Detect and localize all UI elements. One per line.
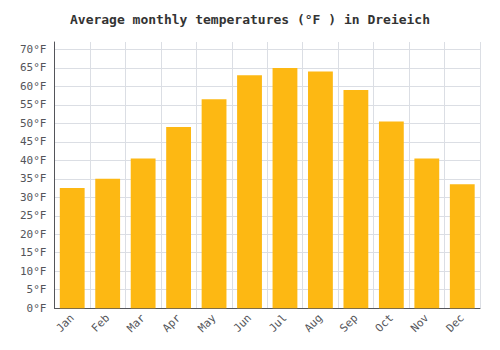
svg-text:Jul: Jul [266, 312, 289, 335]
svg-text:Jan: Jan [54, 312, 77, 335]
svg-text:0°F: 0°F [27, 302, 47, 315]
svg-text:Apr: Apr [160, 311, 183, 334]
svg-text:65°F: 65°F [20, 61, 47, 74]
svg-text:60°F: 60°F [20, 80, 47, 93]
svg-text:5°F: 5°F [27, 283, 47, 296]
svg-text:10°F: 10°F [20, 265, 47, 278]
svg-text:70°F: 70°F [20, 43, 47, 56]
svg-text:40°F: 40°F [20, 154, 47, 167]
svg-text:50°F: 50°F [20, 117, 47, 130]
svg-text:45°F: 45°F [20, 135, 47, 148]
svg-text:30°F: 30°F [20, 191, 47, 204]
svg-text:Sep: Sep [337, 312, 360, 335]
svg-text:Feb: Feb [89, 312, 112, 335]
svg-text:Dec: Dec [444, 312, 467, 335]
svg-text:15°F: 15°F [20, 246, 47, 259]
svg-text:35°F: 35°F [20, 172, 47, 185]
svg-text:Aug: Aug [302, 312, 325, 335]
svg-text:May: May [195, 311, 218, 334]
svg-text:Average monthly temperatures (: Average monthly temperatures (°F ) in Dr… [70, 12, 430, 27]
svg-text:Jun: Jun [231, 312, 254, 335]
svg-text:25°F: 25°F [20, 209, 47, 222]
svg-text:Nov: Nov [408, 311, 431, 334]
svg-text:55°F: 55°F [20, 98, 47, 111]
svg-text:Mar: Mar [125, 311, 148, 334]
svg-text:20°F: 20°F [20, 228, 47, 241]
svg-text:Oct: Oct [373, 312, 396, 335]
